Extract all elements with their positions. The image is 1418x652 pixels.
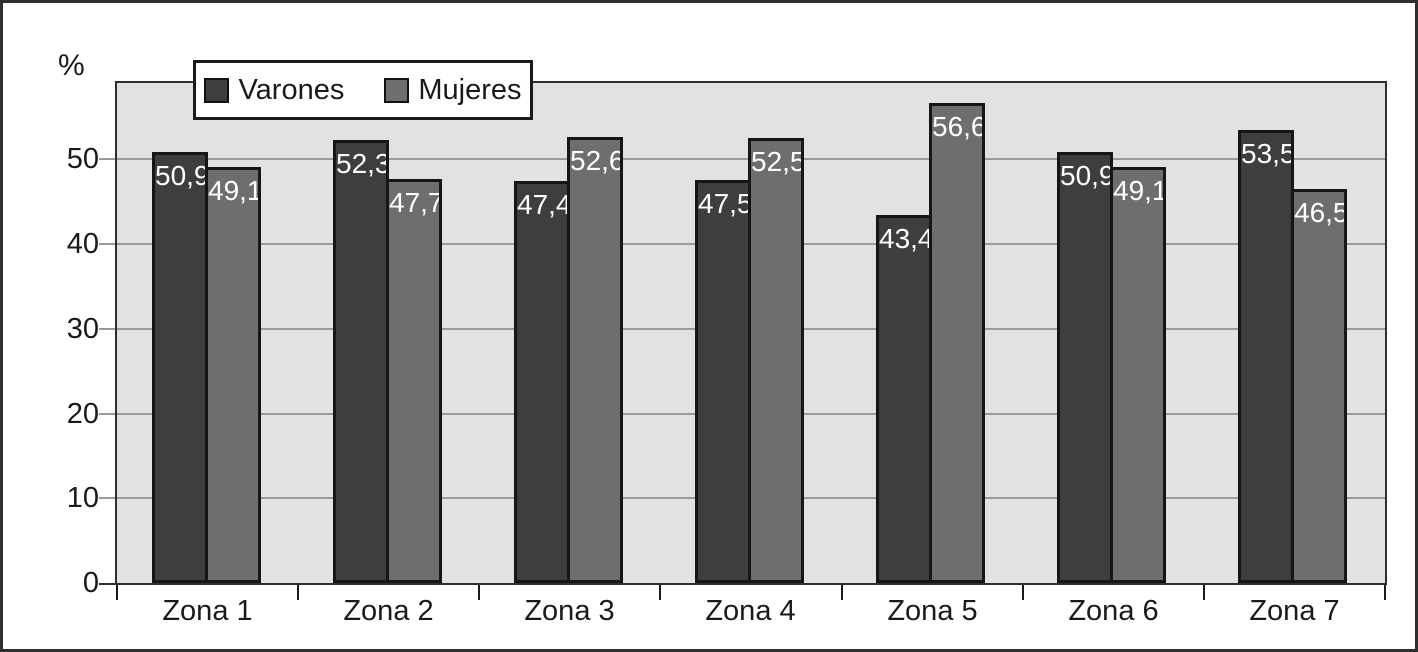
x-tick-mark-4 <box>841 585 843 600</box>
bar-mujeres-zona-3: 52,6 <box>567 137 623 583</box>
value-label-mujeres-zona-6: 49,1 <box>1113 175 1163 206</box>
legend-item-varones: Varones <box>204 74 344 107</box>
value-label-mujeres-zona-7: 46,5 <box>1294 197 1344 228</box>
bar-mujeres-zona-6: 49,1 <box>1110 167 1166 583</box>
x-category-label-5: Zona 5 <box>887 595 978 627</box>
x-tick-mark-7 <box>1384 585 1386 600</box>
legend-label-mujeres: Mujeres <box>418 73 522 106</box>
y-axis-unit-label: % <box>58 49 85 82</box>
y-tick-mark-50 <box>99 158 115 161</box>
x-tick-mark-6 <box>1203 585 1205 600</box>
value-label-varones-zona-7: 53,5 <box>1241 138 1291 169</box>
bar-varones-zona-3: 47,4 <box>514 181 570 583</box>
bar-varones-zona-1: 50,9 <box>152 152 208 583</box>
x-tick-mark-2 <box>478 585 480 600</box>
x-category-label-6: Zona 6 <box>1068 595 1159 627</box>
value-label-mujeres-zona-3: 52,6 <box>570 145 620 176</box>
x-tick-mark-0 <box>116 585 118 600</box>
legend-label-varones: Varones <box>238 73 345 106</box>
x-category-label-2: Zona 2 <box>343 595 434 627</box>
y-tick-mark-30 <box>99 327 115 330</box>
y-tick-label-10: 10 <box>66 482 99 515</box>
bar-mujeres-zona-2: 47,7 <box>386 179 442 583</box>
bar-mujeres-zona-1: 49,1 <box>205 167 261 583</box>
value-label-mujeres-zona-4: 52,5 <box>751 146 801 177</box>
value-label-mujeres-zona-1: 49,1 <box>208 175 258 206</box>
value-label-varones-zona-5: 43,4 <box>879 223 929 254</box>
legend: Varones Mujeres <box>193 60 533 120</box>
legend-item-mujeres: Mujeres <box>384 73 522 107</box>
y-tick-mark-40 <box>99 243 115 246</box>
bar-varones-zona-5: 43,4 <box>876 215 932 583</box>
x-axis-labels: Zona 1 Zona 2 Zona 3 Zona 4 Zona 5 Zona 6 Zona… <box>117 595 1385 631</box>
y-tick-label-30: 30 <box>66 312 99 345</box>
y-tick-label-0: 0 <box>82 567 99 599</box>
plot-area: 50,9 49,1 52,3 47,7 47,4 52,6 47,5 52,5 43,4 56,6… <box>99 81 1387 600</box>
y-axis-tick-labels: 0 10 20 30 40 50 <box>3 83 99 598</box>
x-category-label-4: Zona 4 <box>705 595 796 627</box>
y-tick-mark-0 <box>99 583 115 585</box>
value-label-varones-zona-4: 47,5 <box>698 188 748 219</box>
y-tick-label-40: 40 <box>66 228 99 261</box>
bar-varones-zona-2: 52,3 <box>333 140 389 583</box>
y-tick-mark-10 <box>99 497 115 500</box>
value-label-varones-zona-2: 52,3 <box>336 148 386 179</box>
y-tick-label-20: 20 <box>66 397 99 430</box>
bar-varones-zona-4: 47,5 <box>695 180 751 583</box>
bar-mujeres-zona-5: 56,6 <box>929 103 985 583</box>
x-category-label-1: Zona 1 <box>162 595 253 627</box>
value-label-varones-zona-1: 50,9 <box>155 160 205 191</box>
y-tick-mark-20 <box>99 412 115 415</box>
value-label-mujeres-zona-5: 56,6 <box>932 111 982 142</box>
bar-mujeres-zona-7: 46,5 <box>1291 189 1347 583</box>
bar-varones-zona-6: 50,9 <box>1057 152 1113 583</box>
x-tick-mark-5 <box>1022 585 1024 600</box>
bar-varones-zona-7: 53,5 <box>1238 130 1294 583</box>
x-category-label-3: Zona 3 <box>524 595 615 627</box>
x-category-label-7: Zona 7 <box>1249 595 1340 627</box>
mujeres-swatch-icon <box>384 77 410 103</box>
bar-mujeres-zona-4: 52,5 <box>748 138 804 583</box>
y-tick-label-50: 50 <box>66 143 99 176</box>
value-label-varones-zona-6: 50,9 <box>1060 160 1110 191</box>
x-tick-mark-3 <box>659 585 661 600</box>
value-label-varones-zona-3: 47,4 <box>517 189 567 220</box>
x-tick-mark-1 <box>297 585 299 600</box>
value-label-mujeres-zona-2: 47,7 <box>389 187 439 218</box>
varones-swatch-icon <box>204 77 230 103</box>
